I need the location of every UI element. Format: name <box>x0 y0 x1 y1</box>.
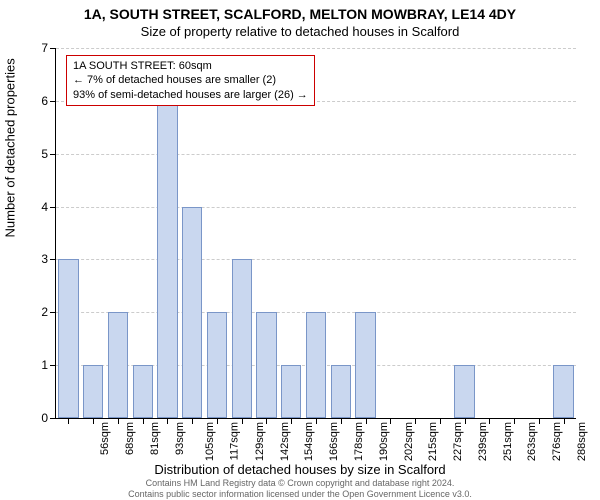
x-tick <box>192 418 193 424</box>
x-tick-label: 263sqm <box>526 422 538 461</box>
gridline <box>56 48 576 49</box>
x-tick <box>167 418 168 424</box>
bar <box>306 312 326 418</box>
x-tick-label: 117sqm <box>229 422 241 460</box>
x-tick <box>242 418 243 424</box>
x-tick <box>68 418 69 424</box>
x-tick <box>465 418 466 424</box>
plot-area: 0123456756sqm68sqm81sqm93sqm105sqm117sqm… <box>55 48 576 419</box>
gridline <box>56 259 576 260</box>
x-tick-label: 276sqm <box>551 422 563 461</box>
x-tick <box>143 418 144 424</box>
footer-line1: Contains HM Land Registry data © Crown c… <box>146 478 455 488</box>
y-tick <box>50 312 56 313</box>
footer-attribution: Contains HM Land Registry data © Crown c… <box>0 478 600 500</box>
x-tick-label: 202sqm <box>403 422 415 461</box>
x-tick <box>390 418 391 424</box>
x-tick-label: 227sqm <box>452 422 464 461</box>
footer-line2: Contains public sector information licen… <box>128 489 472 499</box>
x-tick-label: 190sqm <box>378 422 390 461</box>
x-tick-label: 68sqm <box>124 422 136 455</box>
bar <box>133 365 153 418</box>
x-tick <box>266 418 267 424</box>
x-tick <box>514 418 515 424</box>
y-tick <box>50 207 56 208</box>
x-tick <box>118 418 119 424</box>
x-tick-label: 105sqm <box>205 422 217 461</box>
y-tick-label: 0 <box>28 411 48 425</box>
y-tick <box>50 154 56 155</box>
y-tick-label: 2 <box>28 305 48 319</box>
x-tick-label: 93sqm <box>174 422 186 455</box>
bar <box>108 312 128 418</box>
chart-title-main: 1A, SOUTH STREET, SCALFORD, MELTON MOWBR… <box>0 6 600 22</box>
x-tick <box>366 418 367 424</box>
bar <box>232 259 252 418</box>
x-tick <box>564 418 565 424</box>
y-axis-title: Number of detached properties <box>3 58 18 237</box>
gridline <box>56 154 576 155</box>
x-tick-label: 215sqm <box>427 422 439 461</box>
x-tick-label: 154sqm <box>304 422 316 461</box>
chart-title-sub: Size of property relative to detached ho… <box>0 24 600 39</box>
y-tick <box>50 101 56 102</box>
annotation-line: ← 7% of detached houses are smaller (2) <box>73 73 308 87</box>
bar <box>256 312 276 418</box>
x-tick <box>291 418 292 424</box>
x-tick-label: 288sqm <box>576 422 588 461</box>
bar <box>157 101 177 418</box>
x-tick-label: 251sqm <box>502 422 514 461</box>
gridline <box>56 207 576 208</box>
y-tick-label: 7 <box>28 41 48 55</box>
bar <box>454 365 474 418</box>
bar <box>355 312 375 418</box>
y-tick <box>50 48 56 49</box>
x-tick-label: 56sqm <box>99 422 111 455</box>
y-tick-label: 5 <box>28 147 48 161</box>
bar <box>182 207 202 418</box>
x-tick <box>341 418 342 424</box>
bar <box>58 259 78 418</box>
bar <box>281 365 301 418</box>
x-tick-label: 129sqm <box>254 422 266 461</box>
y-tick-label: 3 <box>28 252 48 266</box>
x-tick <box>316 418 317 424</box>
x-tick <box>415 418 416 424</box>
y-tick <box>50 365 56 366</box>
annotation-line: 93% of semi-detached houses are larger (… <box>73 88 308 102</box>
chart-container: 1A, SOUTH STREET, SCALFORD, MELTON MOWBR… <box>0 0 600 500</box>
x-tick-label: 178sqm <box>353 422 365 461</box>
y-tick-label: 1 <box>28 358 48 372</box>
x-tick <box>93 418 94 424</box>
x-tick-label: 166sqm <box>328 422 340 461</box>
bar <box>207 312 227 418</box>
y-tick <box>50 418 56 419</box>
y-tick-label: 6 <box>28 94 48 108</box>
y-tick <box>50 259 56 260</box>
x-tick-label: 81sqm <box>149 422 161 455</box>
x-tick <box>440 418 441 424</box>
annotation-line: 1A SOUTH STREET: 60sqm <box>73 59 308 73</box>
bar <box>331 365 351 418</box>
bar <box>553 365 573 418</box>
x-tick <box>489 418 490 424</box>
y-tick-label: 4 <box>28 200 48 214</box>
x-tick <box>539 418 540 424</box>
x-tick-label: 142sqm <box>279 422 291 461</box>
x-tick <box>217 418 218 424</box>
annotation-box: 1A SOUTH STREET: 60sqm← 7% of detached h… <box>66 55 315 106</box>
x-axis-title: Distribution of detached houses by size … <box>0 462 600 477</box>
bar <box>83 365 103 418</box>
x-tick-label: 239sqm <box>477 422 489 461</box>
